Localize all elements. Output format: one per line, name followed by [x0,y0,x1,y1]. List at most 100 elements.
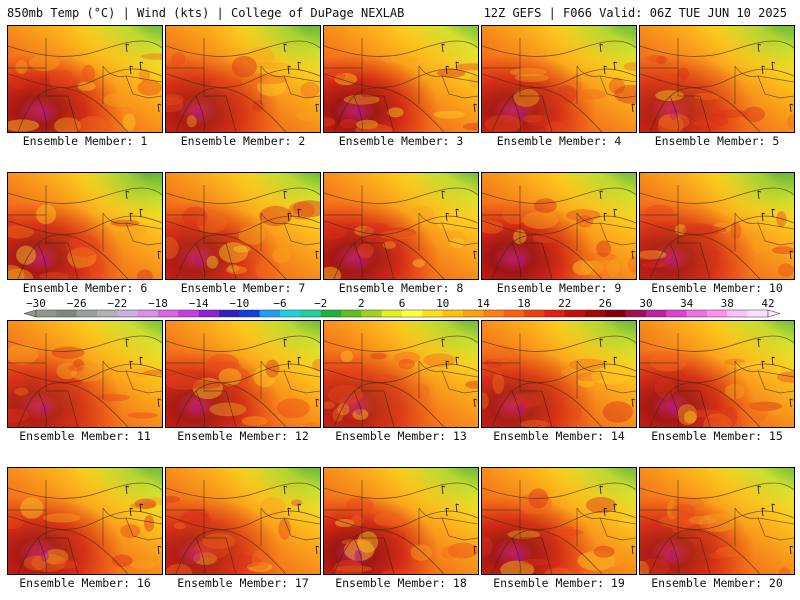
colorbar-swatch [280,310,301,317]
member-label-2: Ensemble Member: 2 [180,134,306,148]
colorbar-swatch [564,310,586,317]
member-map-15 [639,320,795,428]
colorbar-tick-label: −26 [67,297,87,310]
colorbar-swatch [219,310,240,317]
colorbar-tick-label: 26 [599,297,612,310]
colorbar-tick-label: −10 [229,297,249,310]
colorbar-tick-label: 22 [558,297,571,310]
colorbar-tick-label: −18 [148,297,168,310]
colorbar-swatch [178,310,199,317]
colorbar-swatch [544,310,565,317]
colorbar-swatch [36,310,57,317]
member-label-8: Ensemble Member: 8 [338,281,464,295]
member-map-12 [165,320,321,428]
colorbar-swatch [686,310,708,317]
colorbar-swatch [605,310,626,317]
member-map-3 [323,25,479,133]
member-map-19 [481,467,637,575]
member-label-1: Ensemble Member: 1 [22,134,148,148]
colorbar-swatch [361,310,382,317]
member-label-7: Ensemble Member: 7 [180,281,306,295]
member-map-13 [323,320,479,428]
colorbar-tick-label: 2 [358,297,365,310]
colorbar-swatch [402,310,423,317]
member-map-7 [165,172,321,280]
colorbar-swatch [198,310,220,317]
member-label-19: Ensemble Member: 19 [493,576,625,590]
member-label-3: Ensemble Member: 3 [338,134,464,148]
member-label-10: Ensemble Member: 10 [651,281,783,295]
colorbar-swatch [320,310,342,317]
colorbar-tick-label: −30 [26,297,46,310]
member-map-16 [7,467,163,575]
member-label-12: Ensemble Member: 12 [177,429,309,443]
member-label-6: Ensemble Member: 6 [22,281,148,295]
member-map-5 [639,25,795,133]
colorbar-tick-label: −6 [273,297,286,310]
colorbar-tick-label: 42 [761,297,774,310]
colorbar-swatch [727,310,748,317]
member-label-15: Ensemble Member: 15 [651,429,783,443]
colorbar-swatch [300,310,321,317]
member-label-11: Ensemble Member: 11 [19,429,151,443]
colorbar-swatch [341,310,362,317]
member-label-14: Ensemble Member: 14 [493,429,625,443]
colorbar-tick-label: 14 [477,297,491,310]
colorbar-swatch [707,310,728,317]
member-label-20: Ensemble Member: 20 [651,576,783,590]
colorbar-tick-label: 10 [436,297,449,310]
colorbar-tick-label: 18 [517,297,530,310]
colorbar-swatch [381,310,403,317]
colorbar-swatch [97,310,118,317]
member-map-18 [323,467,479,575]
header-run-info: 12Z GEFS | F066 Valid: 06Z TUE JUN 10 20… [483,6,787,20]
colorbar-swatch [666,310,687,317]
colorbar-tick-label: 34 [680,297,694,310]
member-map-6 [7,172,163,280]
colorbar-swatch [158,310,179,317]
member-map-10 [639,172,795,280]
member-label-5: Ensemble Member: 5 [654,134,780,148]
colorbar-tick-label: 30 [639,297,652,310]
colorbar-tick-label: 38 [721,297,734,310]
colorbar-swatch [483,310,504,317]
colorbar-swatch [56,310,77,317]
colorbar-low-arrow [23,309,37,318]
colorbar-swatch [747,310,769,317]
member-label-4: Ensemble Member: 4 [496,134,622,148]
colorbar-tick-label: −2 [314,297,327,310]
header-title: 850mb Temp (°C) | Wind (kts) | College o… [7,6,405,20]
member-label-16: Ensemble Member: 16 [19,576,151,590]
colorbar-swatch [524,310,545,317]
member-label-13: Ensemble Member: 13 [335,429,467,443]
colorbar-swatch [137,310,159,317]
member-map-4 [481,25,637,133]
colorbar-swatch [422,310,443,317]
member-map-20 [639,467,795,575]
colorbar-swatch [585,310,606,317]
member-label-9: Ensemble Member: 9 [496,281,622,295]
colorbar-swatch [117,310,138,317]
member-label-17: Ensemble Member: 17 [177,576,309,590]
member-map-8 [323,172,479,280]
colorbar-tick-label: −14 [189,297,209,310]
colorbar-tick-label: 6 [399,297,406,310]
member-map-9 [481,172,637,280]
colorbar-swatch [646,310,667,317]
colorbar-swatch [442,310,464,317]
colorbar-high-arrow [767,309,781,318]
colorbar-swatch [463,310,484,317]
member-map-2 [165,25,321,133]
colorbar-swatch [76,310,98,317]
member-map-1 [7,25,163,133]
temperature-colorbar: −30 −26 −22 −18 −14 −10 −6 −2 2 6 10 14 18 22 26 30 34 38… [23,297,781,318]
member-map-11 [7,320,163,428]
member-map-17 [165,467,321,575]
colorbar-tick-label: −22 [107,297,127,310]
colorbar-swatch [625,310,647,317]
member-map-14 [481,320,637,428]
member-label-18: Ensemble Member: 18 [335,576,467,590]
colorbar-swatch [503,310,525,317]
colorbar-swatch [239,310,260,317]
